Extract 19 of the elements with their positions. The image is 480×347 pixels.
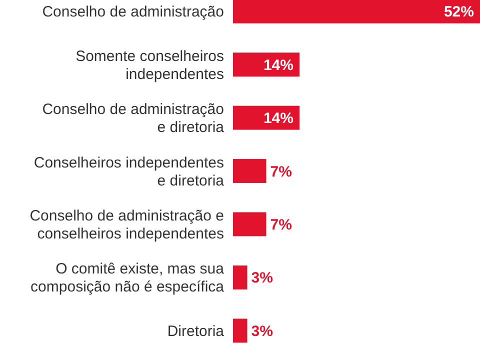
bar <box>233 212 266 236</box>
bar <box>233 265 248 290</box>
y-tick-label: Diretoria <box>167 322 225 340</box>
data-label: 3% <box>251 322 273 340</box>
bar <box>233 318 248 343</box>
y-tick-label: O comitê existe, mas sua composição não é específica <box>30 260 225 296</box>
data-label: 14% <box>263 110 294 128</box>
data-label: 3% <box>251 270 273 287</box>
y-tick-label: Somente conselheiros independentes <box>76 48 224 83</box>
data-label: 14% <box>263 56 294 74</box>
y-tick-label: Conselho de administração e conselheiros independentes <box>30 207 224 242</box>
y-tick-label: Conselho de administração <box>42 4 224 21</box>
data-label: 7% <box>270 216 292 234</box>
y-tick-label: Conselho de administração e diretoria <box>42 101 225 136</box>
data-label: 52% <box>444 4 474 21</box>
bar <box>233 159 266 183</box>
y-tick-label: Conselheiros independentes e diretoria <box>34 154 225 190</box>
data-label: 7% <box>270 163 292 180</box>
bar <box>233 0 480 24</box>
